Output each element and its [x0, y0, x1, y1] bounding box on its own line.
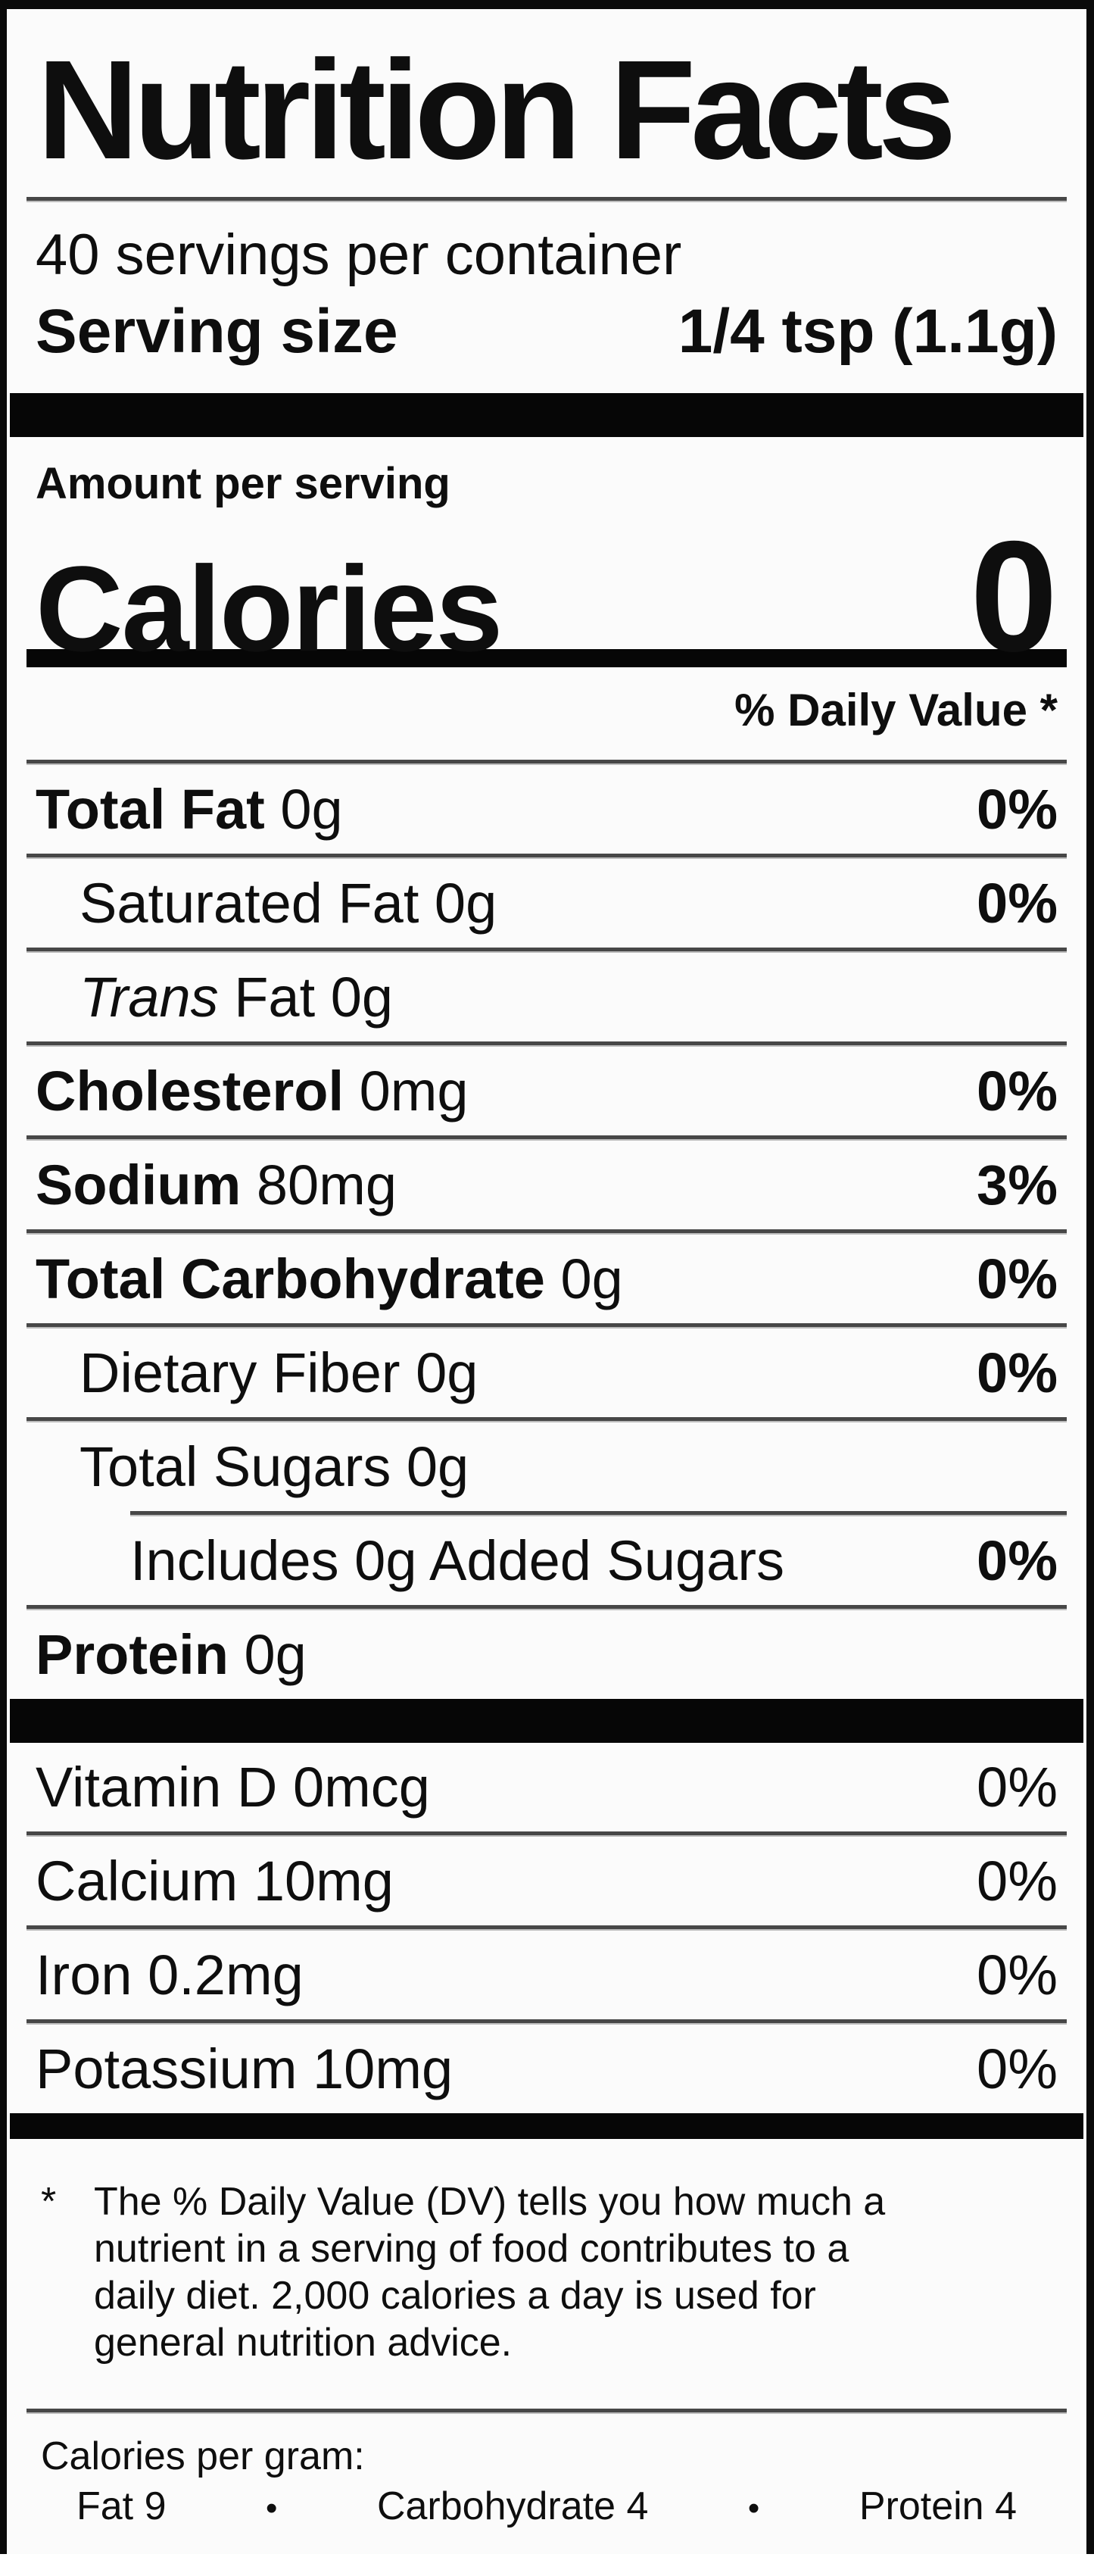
- nutrient-name: Calcium 10mg: [36, 1849, 394, 1912]
- nutrient-name: Trans Fat 0g: [79, 965, 394, 1029]
- divider: [26, 1135, 1067, 1141]
- amount-per-serving: Amount per serving: [36, 459, 450, 508]
- divider: [26, 1925, 1067, 1931]
- serving-size-row: Serving size 1/4 tsp (1.1g): [7, 286, 1086, 393]
- divider: [26, 1417, 1067, 1422]
- nutrient-name: Cholesterol 0mg: [36, 1059, 469, 1123]
- nutrient-name: Potassium 10mg: [36, 2037, 453, 2100]
- nutrient-row: Total Carbohydrate 0g 0%: [7, 1235, 1086, 1323]
- nutrient-daily-value: 3%: [977, 1153, 1058, 1216]
- footnote: * The % Daily Value (DV) tells you how m…: [7, 2139, 1086, 2409]
- divider: [26, 1323, 1067, 1329]
- thick-bar: [10, 1699, 1083, 1743]
- medium-bar: [26, 649, 1067, 667]
- divider: [26, 1605, 1067, 1610]
- footnote-text: The % Daily Value (DV) tells you how muc…: [94, 2178, 885, 2366]
- nutrient-name: Dietary Fiber 0g: [79, 1341, 478, 1404]
- footnote-line: The % Daily Value (DV) tells you how muc…: [94, 2180, 886, 2224]
- footnote-line: general nutrition advice.: [94, 2321, 513, 2365]
- nutrient-name: Sodium 80mg: [36, 1153, 397, 1216]
- nutrient-name: Includes 0g Added Sugars: [130, 1528, 784, 1592]
- thick-bar: [10, 393, 1083, 437]
- nutrient-name: Vitamin D 0mcg: [36, 1755, 430, 1819]
- nutrient-row: Saturated Fat 0g 0%: [7, 859, 1086, 948]
- nutrient-rows: Total Fat 0g 0% Saturated Fat 0g 0% Trans Fa…: [7, 765, 1086, 2139]
- nutrient-name: Protein 0g: [36, 1622, 307, 1686]
- nutrient-row: Trans Fat 0g: [7, 953, 1086, 1041]
- nutrient-daily-value: 0%: [977, 2037, 1058, 2100]
- nutrient-row: Includes 0g Added Sugars 0%: [7, 1516, 1086, 1605]
- nutrient-daily-value: 0%: [977, 1341, 1058, 1404]
- nutrient-name: Saturated Fat 0g: [79, 871, 497, 935]
- cpg-protein: Protein 4: [859, 2484, 1017, 2528]
- nutrient-row: Iron 0.2mg 0%: [7, 1931, 1086, 2019]
- nutrient-row: Total Fat 0g 0%: [7, 765, 1086, 854]
- calories-label: Calories: [36, 541, 503, 676]
- calories-row: Calories 0: [7, 507, 1086, 685]
- nutrient-row: Calcium 10mg 0%: [7, 1837, 1086, 1925]
- section-bar: [10, 2113, 1083, 2139]
- nutrient-name: Total Sugars 0g: [79, 1435, 469, 1498]
- footnote-line: nutrient in a serving of food contribute…: [94, 2227, 849, 2271]
- cpg-carbohydrate: Carbohydrate 4: [376, 2484, 649, 2528]
- bullet-separator: •: [266, 2490, 278, 2527]
- calories-value: 0: [970, 509, 1058, 685]
- nutrient-row: Vitamin D 0mcg 0%: [7, 1743, 1086, 1831]
- divider: [26, 854, 1067, 859]
- bullet-separator: •: [747, 2490, 760, 2527]
- nutrient-name: Total Carbohydrate 0g: [36, 1247, 623, 1310]
- divider: [26, 760, 1067, 765]
- divider: [130, 1511, 1067, 1516]
- label-title: Nutrition Facts: [37, 32, 956, 189]
- nutrient-daily-value: 0%: [977, 1528, 1058, 1592]
- divider: [26, 2409, 1067, 2414]
- footnote-line: daily diet. 2,000 calories a day is used…: [94, 2274, 816, 2318]
- calories-per-gram-heading: Calories per gram:: [41, 2434, 365, 2478]
- divider: [26, 1831, 1067, 1837]
- serving-size-label: Serving size: [36, 297, 398, 366]
- nutrient-name: Iron 0.2mg: [36, 1943, 304, 2006]
- nutrient-row: Cholesterol 0mg 0%: [7, 1047, 1086, 1135]
- footnote-asterisk: *: [41, 2180, 57, 2224]
- nutrient-daily-value: 0%: [977, 1755, 1058, 1819]
- nutrient-daily-value: 0%: [977, 1247, 1058, 1310]
- nutrient-row: Sodium 80mg 3%: [7, 1141, 1086, 1229]
- nutrient-row: Dietary Fiber 0g 0%: [7, 1329, 1086, 1417]
- calories-per-gram-items: Fat 9 • Carbohydrate 4 • Protein 4: [7, 2478, 1086, 2554]
- divider: [26, 948, 1067, 953]
- nutrient-daily-value: 0%: [977, 1849, 1058, 1912]
- daily-value-header: % Daily Value *: [734, 685, 1058, 735]
- nutrient-daily-value: 0%: [977, 1943, 1058, 2006]
- divider: [26, 197, 1067, 202]
- nutrient-daily-value: 0%: [977, 1059, 1058, 1123]
- nutrient-daily-value: 0%: [977, 777, 1058, 841]
- nutrient-daily-value: 0%: [977, 871, 1058, 935]
- cpg-fat: Fat 9: [76, 2484, 167, 2528]
- nutrient-name: Total Fat 0g: [36, 777, 343, 841]
- nutrient-row: Potassium 10mg 0%: [7, 2025, 1086, 2113]
- serving-size-value: 1/4 tsp (1.1g): [678, 297, 1058, 366]
- divider: [26, 1041, 1067, 1047]
- nutrient-row: Total Sugars 0g: [7, 1422, 1086, 1511]
- divider: [26, 2019, 1067, 2025]
- nutrient-row: Protein 0g: [7, 1610, 1086, 1699]
- divider: [26, 1229, 1067, 1235]
- servings-per-container: 40 servings per container: [36, 223, 682, 287]
